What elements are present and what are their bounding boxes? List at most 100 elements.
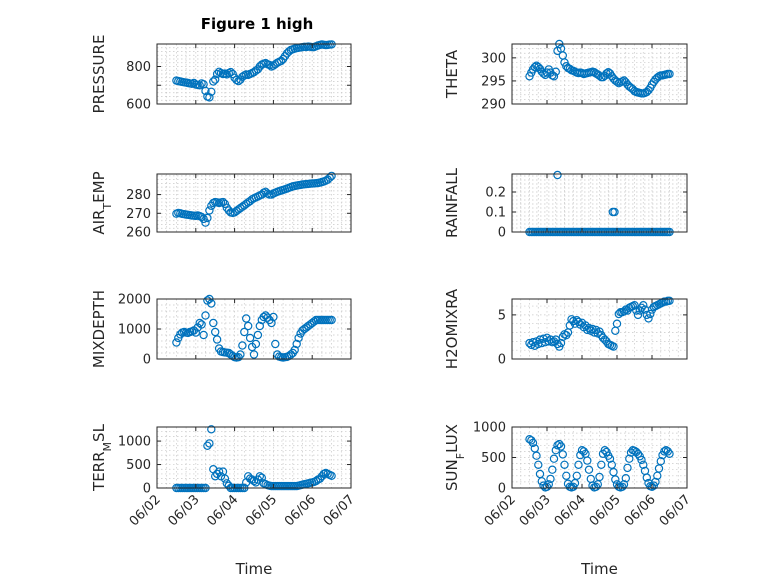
sunflux-point — [591, 482, 601, 491]
rainfall-ytick-label: 0.2 — [485, 186, 506, 201]
sunflux-date-tick-label: 06/05 — [587, 492, 624, 529]
mixdepth-point — [172, 338, 181, 347]
sunflux-xlabel: Time — [580, 560, 618, 578]
terrmsl-point — [220, 474, 230, 483]
mixdepth-ytick-label: 0 — [143, 353, 151, 368]
mixdepth-point — [249, 350, 259, 359]
theta-axes: 290 295 300 THETA — [443, 39, 688, 113]
sunflux-point — [558, 450, 568, 459]
rainfall-point — [610, 207, 619, 217]
airtemp-point — [327, 171, 336, 181]
terrmsl-ytick-label: 500 — [126, 458, 151, 473]
sunflux-date-tick-label: 06/02 — [482, 492, 519, 529]
h2omixra-ylabel: H2OMIXRA — [443, 288, 461, 369]
mixdepth-point — [240, 327, 249, 337]
h2omixra-axes-frame — [511, 298, 688, 360]
sunflux-ytick-label: 1000 — [473, 421, 506, 436]
sunflux-point — [660, 447, 669, 456]
mixdepth-point — [201, 311, 210, 320]
pressure-ytick-label: 800 — [126, 60, 151, 75]
mixdepth-point — [271, 339, 280, 349]
pressure-point — [207, 87, 216, 97]
sunflux-point — [633, 449, 643, 458]
sunflux-point — [625, 454, 634, 463]
h2omixra-ytick-label: 5 — [498, 308, 506, 323]
theta-axes-frame — [511, 43, 688, 105]
mixdepth-point — [212, 335, 222, 344]
terrmsl-ylabel-text: TERR — [90, 451, 108, 492]
pressure-point — [226, 67, 235, 77]
h2omixra-point — [665, 296, 674, 305]
airtemp-point — [218, 197, 228, 207]
sunflux-point — [656, 457, 666, 466]
sunflux-point — [534, 460, 543, 469]
mixdepth-point — [238, 341, 247, 350]
sunflux-point — [583, 456, 592, 465]
sunflux-ytick-label: 500 — [481, 451, 506, 466]
pressure-ylabel: PRESSURE — [90, 35, 108, 114]
theta-ylabel-text: THETA — [443, 49, 461, 99]
airtemp-ytick-label: 260 — [126, 226, 151, 241]
h2omixra-axes: 0 5 H2OMIXRA — [443, 288, 688, 369]
pressure-point — [265, 60, 274, 70]
mixdepth-ytick-label: 2000 — [118, 293, 151, 308]
rainfall-ylabel-text: RAINFALL — [443, 167, 461, 238]
airtemp-axes-frame — [156, 173, 352, 233]
terrmsl-ytick-label: 1000 — [118, 435, 151, 450]
airtemp-ytick-label: 280 — [126, 188, 151, 203]
sunflux-point — [665, 449, 674, 458]
mixdepth-point — [290, 345, 299, 355]
sunflux-point — [572, 471, 582, 480]
terrmsl-date-tick-label: 06/03 — [166, 492, 203, 529]
mixdepth-axes: 0 1000 2000 MIXDEPTH — [90, 290, 352, 368]
terrmsl-point — [257, 473, 266, 482]
sunflux-point — [527, 436, 536, 445]
mixdepth-point — [255, 321, 264, 331]
sunflux-point — [637, 455, 646, 465]
h2omixra-point — [633, 310, 643, 320]
terrmsl-date-tick-label: 06/05 — [243, 492, 280, 529]
pressure-point — [209, 77, 218, 86]
sunflux-point — [528, 438, 538, 448]
mixdepth-point — [267, 318, 276, 328]
sunflux-point — [611, 475, 620, 484]
terrmsl-point — [205, 439, 214, 448]
sunflux-ylabel-text: SUN — [443, 459, 461, 491]
mixdepth-point — [327, 315, 336, 325]
airtemp-ylabel-text: AIR — [90, 210, 108, 235]
theta-point — [551, 67, 561, 76]
mixdepth-point — [263, 313, 272, 322]
airtemp-point — [205, 206, 214, 215]
mixdepth-point — [251, 339, 261, 349]
airtemp-axes: 260 270 280 AIRTEMP — [90, 171, 352, 241]
terrmsl-date-tick-label: 06/02 — [127, 492, 164, 529]
pressure-axes: 600 800 PRESSURE — [90, 35, 352, 114]
sunflux-point — [639, 460, 648, 469]
mixdepth-point — [241, 314, 251, 323]
sunflux-ylabel-sub: F — [454, 453, 467, 459]
rainfall-ytick-label: 0.1 — [485, 206, 506, 221]
terrmsl-axes: 0 500 1000 TERRMSL 06/02 06/03 06/04 06/05 06/06… — [90, 423, 358, 578]
h2omixra-point — [644, 314, 653, 323]
mixdepth-point — [236, 350, 245, 359]
mixdepth-point — [207, 299, 216, 308]
pressure-axes-frame — [156, 43, 352, 105]
mixdepth-point — [197, 320, 206, 329]
airtemp-point — [201, 218, 210, 227]
theta-point — [530, 62, 540, 72]
sunflux-point — [651, 477, 660, 487]
terrmsl-point — [249, 476, 259, 486]
airtemp-point — [203, 213, 212, 223]
sunflux-point — [574, 460, 583, 469]
mixdepth-point — [191, 328, 200, 337]
mixdepth-ytick-label: 1000 — [118, 323, 151, 338]
mixdepth-point — [269, 312, 278, 322]
mixdepth-point — [309, 317, 319, 326]
sunflux-point — [597, 460, 606, 469]
sunflux-date-tick-label: 06/04 — [552, 492, 589, 529]
terrmsl-point — [327, 471, 336, 480]
sunflux-point — [605, 454, 615, 463]
mixdepth-point — [243, 321, 253, 331]
rainfall-point — [553, 170, 562, 180]
sunflux-date-tick-label: 06/06 — [622, 492, 659, 529]
